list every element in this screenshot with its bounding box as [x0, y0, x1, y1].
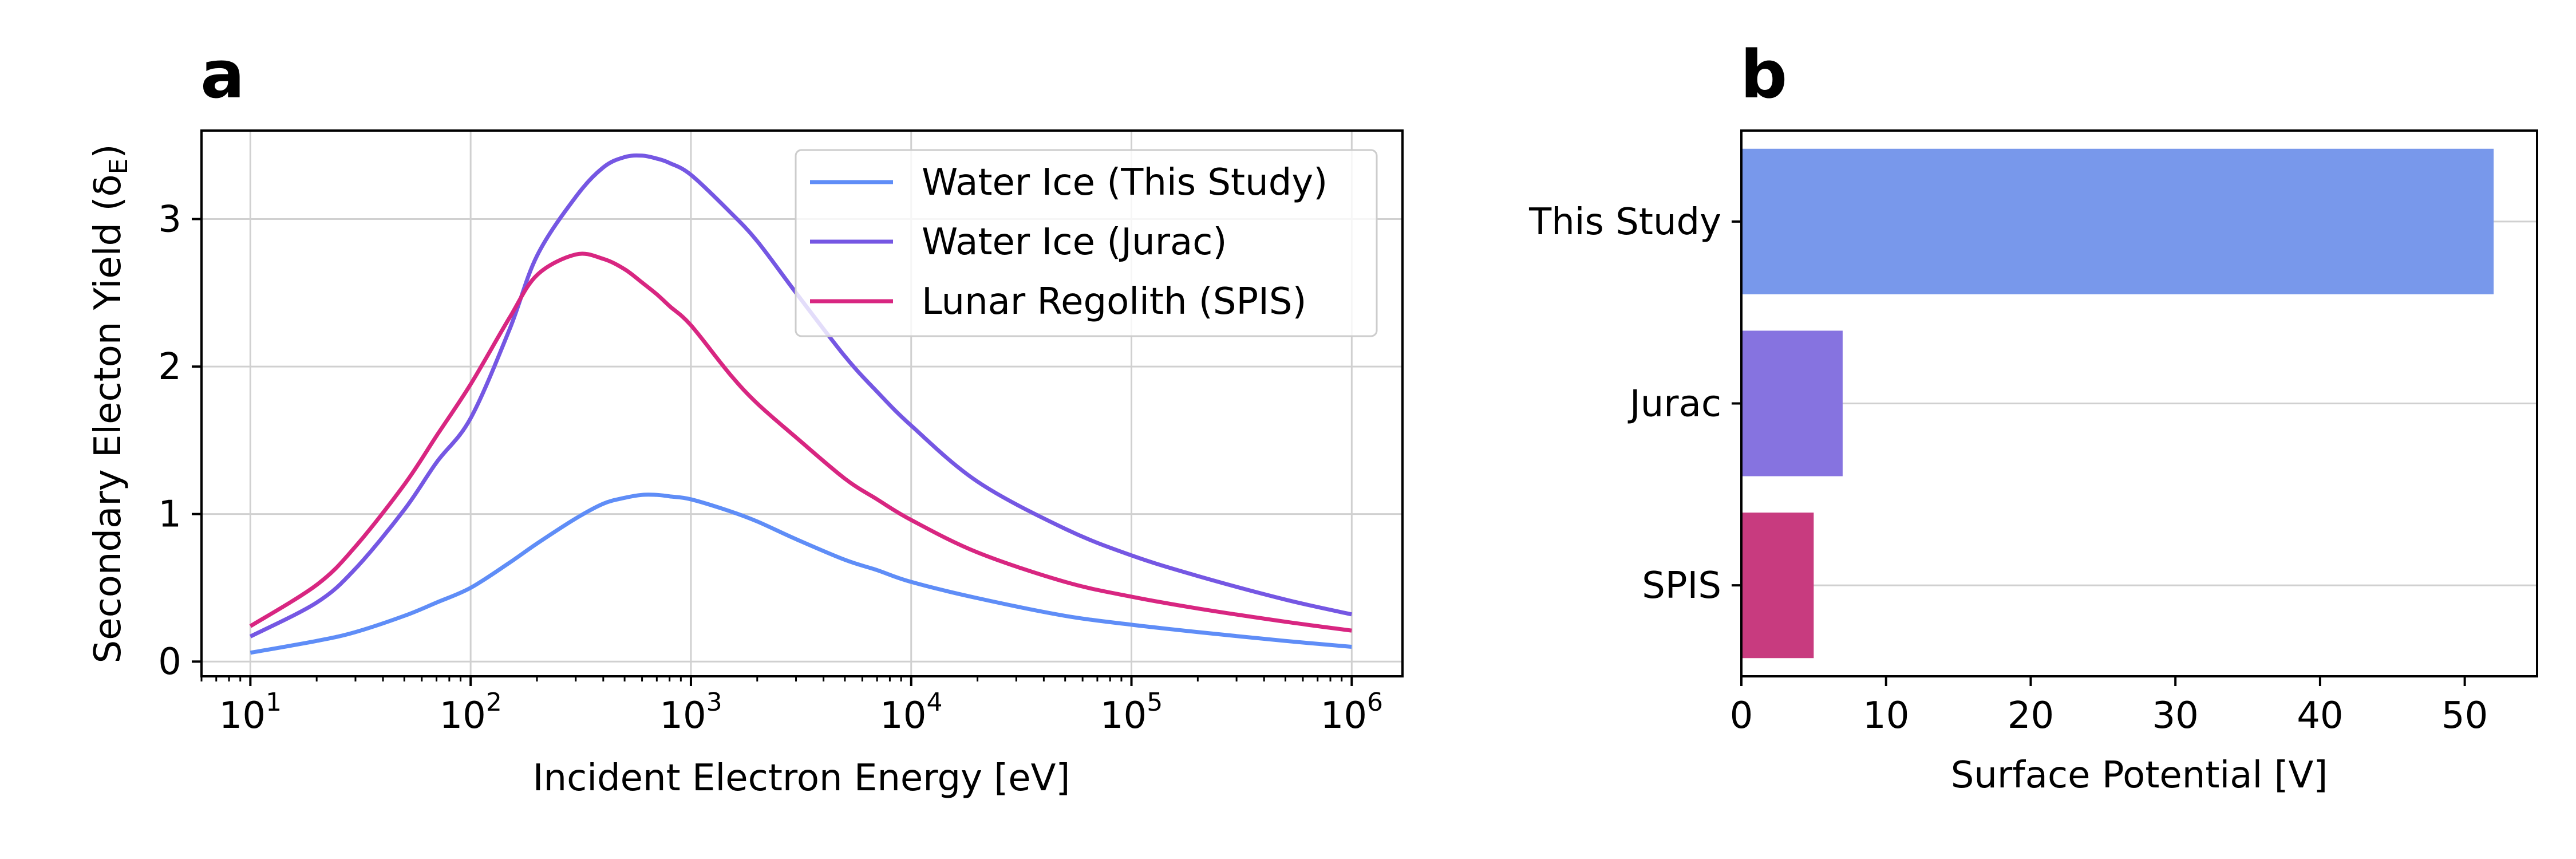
y-tick-label-a: 1 [158, 494, 181, 536]
series-line-2 [249, 153, 1353, 639]
x-tick-label-a: 102 [439, 688, 501, 737]
x-tick-label-b: 50 [2441, 695, 2488, 737]
series-a [249, 153, 1353, 655]
x-axis-label-b: Surface Potential [V] [1951, 754, 2328, 797]
bar-jurac [1741, 330, 1843, 476]
y-axis-ticks-a: 0 1 2 3 [158, 199, 202, 683]
x-tick-label-b: 40 [2297, 695, 2343, 737]
legend-label-1: Water Ice (This Study) [922, 161, 1327, 204]
legend-label-3: Lunar Regolith (SPIS) [922, 281, 1307, 323]
x-tick-label-b: 10 [1863, 695, 1909, 737]
plot-frame-a [200, 129, 1404, 677]
y-tick-label-b: SPIS [1642, 565, 1721, 607]
y-tick-label-b: Jurac [1627, 383, 1721, 425]
legend-a: Water Ice (This Study) Water Ice (Jurac) L… [795, 149, 1378, 337]
x-tick-label-a: 104 [880, 688, 942, 737]
bar-spis [1741, 513, 1814, 659]
y-tick-label-a: 2 [158, 346, 181, 388]
y-axis-ticks-b: This Study Jurac SPIS [1528, 201, 1741, 607]
panel-label-b: b [1740, 37, 1787, 113]
x-axis-label-a: Incident Electron Energy [eV] [533, 757, 1070, 799]
x-tick-label-b: 20 [2008, 695, 2054, 737]
x-axis-ticks-b: 0 10 20 30 40 50 [1730, 676, 2488, 737]
legend-label-2: Water Ice (Jurac) [922, 221, 1227, 263]
y-tick-label-b: This Study [1528, 201, 1721, 243]
series-line-3 [249, 251, 1352, 633]
legend-box-a [795, 149, 1378, 337]
y-tick-label-a: 3 [158, 199, 181, 241]
x-tick-label-a: 106 [1321, 688, 1383, 737]
x-tick-label-a: 103 [659, 688, 722, 737]
y-axis-label-a: Secondary Electon Yield (δE) [87, 144, 133, 664]
x-tick-label-b: 30 [2152, 695, 2198, 737]
x-tick-label-a: 105 [1100, 688, 1163, 737]
panel-label-a: a [200, 37, 245, 113]
bar-this-study [1741, 148, 2494, 294]
series-line-1 [250, 492, 1352, 655]
x-tick-label-b: 0 [1730, 695, 1753, 737]
y-tick-label-a: 0 [158, 641, 181, 683]
x-tick-label-a: 101 [219, 688, 282, 737]
bars-b [1741, 148, 2494, 659]
x-axis-ticks-a: 101 102 103 104 105 106 [200, 676, 1383, 737]
